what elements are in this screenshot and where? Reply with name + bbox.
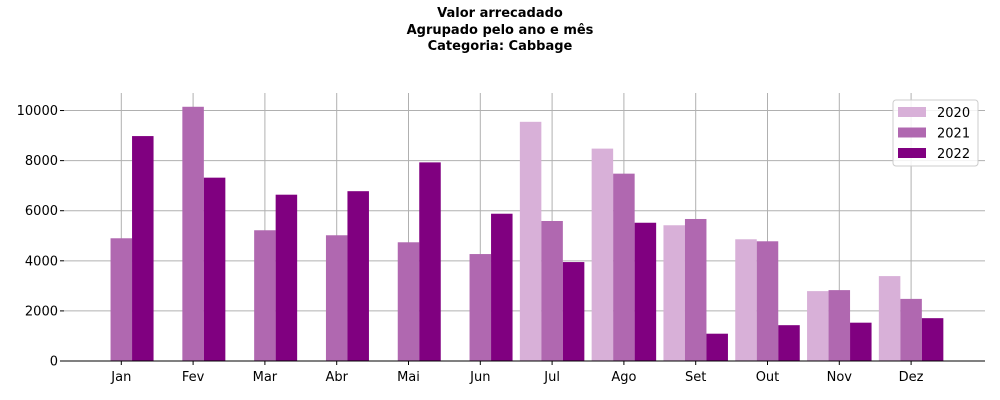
legend-swatch-2021	[898, 127, 926, 138]
bar-2022-Jul	[562, 262, 585, 361]
y-tick-label: 4000	[25, 254, 58, 269]
bar-2020-Set	[663, 225, 685, 361]
x-tick-label: Jan	[110, 370, 131, 385]
bar-2021-Mar	[254, 230, 276, 361]
bar-2022-Mai	[419, 162, 441, 361]
bar-2021-Fev	[182, 106, 204, 362]
x-tick-label: Nov	[827, 370, 853, 385]
y-tick-label: 8000	[25, 154, 58, 169]
bar-2020-Ago	[591, 148, 614, 361]
legend-label-2021: 2021	[937, 127, 970, 142]
x-tick-label: Out	[756, 370, 780, 385]
bar-2022-Nov	[850, 322, 872, 361]
x-tick-label: Abr	[325, 370, 348, 385]
legend-swatch-2022	[898, 148, 926, 158]
bar-2021-Jul	[541, 220, 563, 361]
chart-title-line-1: Valor arrecadado	[437, 6, 563, 21]
bar-2022-Set	[706, 333, 728, 361]
x-tick-label: Mai	[397, 370, 420, 385]
legend-swatch-2020	[898, 107, 926, 117]
bar-2021-Jun	[469, 254, 492, 361]
bar-2021-Nov	[828, 290, 851, 361]
legend-label-2020: 2020	[937, 106, 970, 121]
bar-2022-Abr	[347, 191, 369, 361]
bar-2022-Jun	[491, 213, 513, 361]
bar-2022-Fev	[203, 177, 226, 361]
bar-2020-Nov	[807, 291, 829, 361]
legend-label-2022: 2022	[937, 147, 970, 162]
bar-2020-Dez	[878, 276, 901, 361]
bar-2021-Dez	[900, 298, 922, 361]
bar-2022-Dez	[921, 318, 944, 361]
y-tick-label: 10000	[17, 104, 58, 119]
bar-2021-Ago	[613, 173, 635, 361]
x-tick-label: Dez	[899, 370, 924, 385]
y-tick-label: 0	[50, 355, 58, 370]
bar-2020-Out	[735, 239, 757, 361]
chart-title-line-3: Categoria: Cabbage	[427, 39, 573, 54]
x-tick-label: Set	[685, 370, 706, 385]
y-tick-label: 2000	[25, 304, 58, 319]
bar-2021-Mai	[397, 242, 420, 361]
x-tick-label: Jul	[543, 370, 560, 385]
x-tick-label: Fev	[182, 370, 205, 385]
y-tick-label: 6000	[25, 204, 58, 219]
bar-2022-Ago	[634, 222, 657, 361]
bar-2022-Out	[778, 325, 800, 361]
bar-2021-Set	[684, 218, 707, 361]
bar-2022-Mar	[275, 194, 298, 361]
x-tick-label: Mar	[253, 370, 278, 385]
bar-2022-Jan	[132, 136, 154, 361]
bar-2020-Jul	[519, 121, 542, 361]
x-tick-label: Ago	[611, 370, 636, 385]
chart-title-line-2: Agrupado pelo ano e mês	[406, 23, 594, 38]
bar-2021-Jan	[110, 238, 133, 361]
x-tick-label: Jun	[469, 370, 490, 385]
bar-2021-Abr	[325, 235, 348, 361]
bar-2021-Out	[756, 241, 779, 361]
